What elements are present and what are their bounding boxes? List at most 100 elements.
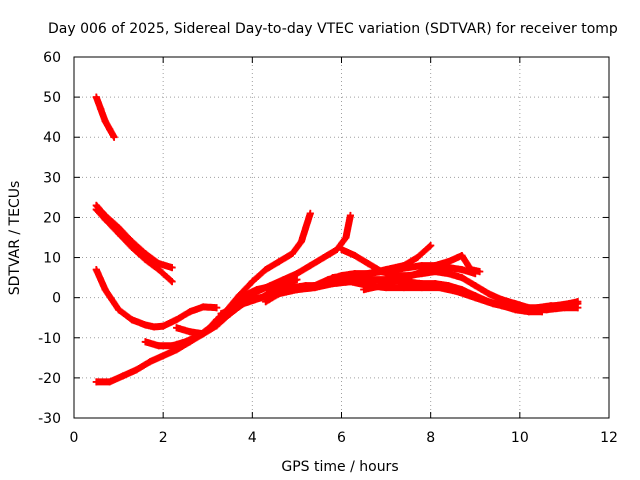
data-point xyxy=(217,310,225,318)
data-point xyxy=(119,372,127,380)
data-point xyxy=(155,266,163,274)
data-point xyxy=(168,278,176,286)
y-tick-label: -10 xyxy=(38,331,61,347)
series-arc-3 xyxy=(92,205,176,286)
data-point xyxy=(382,266,390,274)
data-point xyxy=(204,326,212,334)
data-point xyxy=(445,264,452,272)
data-point xyxy=(306,209,314,217)
data-point xyxy=(306,262,314,270)
data-point xyxy=(378,282,386,290)
data-point xyxy=(489,300,497,308)
data-point xyxy=(364,260,372,268)
data-point xyxy=(159,322,167,330)
y-tick-label: 60 xyxy=(43,50,61,66)
data-point xyxy=(400,284,408,292)
data-point xyxy=(244,296,252,304)
data-point xyxy=(280,276,288,284)
x-tick-label: 2 xyxy=(159,430,168,446)
data-point xyxy=(146,358,154,366)
x-tick-label: 6 xyxy=(337,430,346,446)
data-point xyxy=(132,366,140,374)
y-tick-label: -30 xyxy=(38,411,61,427)
data-point xyxy=(293,286,301,294)
data-point xyxy=(534,304,542,312)
data-point xyxy=(400,262,408,270)
data-point xyxy=(173,316,181,324)
data-point xyxy=(213,316,221,324)
y-tick-label: 40 xyxy=(43,130,61,146)
data-point xyxy=(106,125,114,133)
data-point xyxy=(445,270,452,278)
data-point xyxy=(560,302,568,310)
data-marks xyxy=(92,93,582,386)
data-point xyxy=(231,304,238,312)
y-tick-label: 50 xyxy=(43,90,61,106)
axis-ticks xyxy=(73,56,610,419)
data-point xyxy=(320,254,328,262)
data-point xyxy=(297,238,305,246)
series-arc-14 xyxy=(360,252,484,294)
data-point xyxy=(92,378,100,386)
data-point xyxy=(351,252,359,260)
data-point xyxy=(431,262,439,270)
data-point xyxy=(110,133,118,141)
data-point xyxy=(364,270,372,278)
data-point xyxy=(471,294,479,302)
data-point xyxy=(257,294,265,302)
data-point xyxy=(418,262,426,270)
data-point xyxy=(239,292,247,300)
data-point xyxy=(574,300,582,308)
data-point xyxy=(155,260,163,268)
data-point xyxy=(101,215,109,223)
x-axis-label: GPS time / hours xyxy=(281,459,398,475)
data-point xyxy=(199,303,207,311)
series-trace xyxy=(92,266,221,331)
data-point xyxy=(507,304,515,312)
series-arc-1 xyxy=(92,93,118,141)
data-point xyxy=(155,342,163,350)
data-point xyxy=(101,117,109,125)
data-point xyxy=(329,280,337,288)
series-arc-4 xyxy=(92,266,221,331)
data-point xyxy=(262,298,270,306)
data-point xyxy=(141,321,149,329)
data-point xyxy=(547,302,555,310)
data-point xyxy=(342,234,350,241)
series-arc-15 xyxy=(507,300,582,314)
data-point xyxy=(431,268,439,276)
y-tick-label: 0 xyxy=(52,291,61,307)
data-point xyxy=(168,342,176,350)
data-point xyxy=(186,328,194,336)
data-point xyxy=(346,272,354,280)
data-point xyxy=(288,250,296,258)
grid xyxy=(74,57,609,418)
data-point xyxy=(364,276,372,284)
series-arc-2 xyxy=(92,201,176,272)
data-point xyxy=(275,258,283,266)
data-point xyxy=(476,268,484,276)
data-point xyxy=(141,256,149,264)
data-point xyxy=(181,338,189,346)
data-point xyxy=(311,282,319,290)
data-point xyxy=(262,266,270,274)
data-point xyxy=(186,308,194,316)
data-point xyxy=(128,244,136,252)
data-point xyxy=(458,252,466,260)
data-point xyxy=(128,316,136,324)
data-point xyxy=(92,205,100,213)
data-point xyxy=(248,278,256,286)
data-point xyxy=(338,246,345,254)
data-point xyxy=(427,242,435,250)
data-point xyxy=(436,284,444,292)
data-point xyxy=(173,324,181,332)
data-point xyxy=(159,352,167,360)
data-point xyxy=(458,266,466,274)
data-point xyxy=(418,284,426,292)
x-tick-label: 10 xyxy=(511,430,529,446)
data-point xyxy=(275,290,283,298)
series-arc-13 xyxy=(329,242,435,282)
data-point xyxy=(413,270,421,278)
data-point xyxy=(97,105,105,113)
data-point xyxy=(213,304,221,312)
